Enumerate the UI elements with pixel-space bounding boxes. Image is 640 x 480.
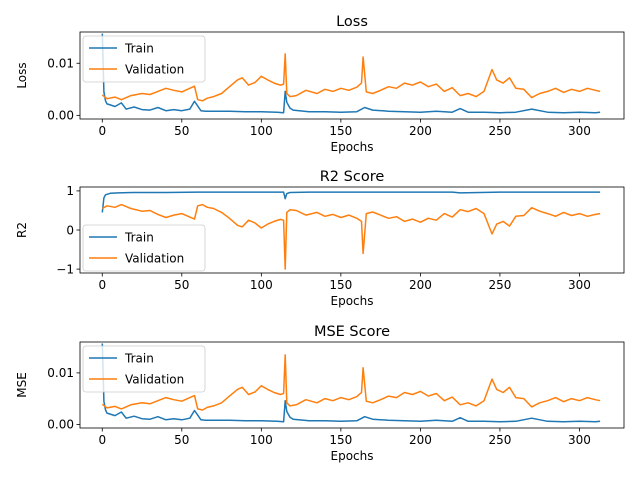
mse-score-title: MSE Score xyxy=(314,324,390,340)
mse-score-xtick-label: 150 xyxy=(329,433,352,447)
mse-score-xlabel: Epochs xyxy=(331,449,374,463)
r2-score-xtick-label: 200 xyxy=(409,278,432,292)
mse-score-train-line xyxy=(101,343,601,423)
loss-legend-validation-label: Validation xyxy=(125,62,184,76)
r2-score-train-line xyxy=(101,191,601,213)
loss-xtick-label: 250 xyxy=(488,124,511,138)
r2-score-ylabel: R2 xyxy=(15,222,29,238)
r2-score-xlabel: Epochs xyxy=(331,294,374,308)
r2-score-xtick-label: 300 xyxy=(568,278,591,292)
r2-score-validation-line xyxy=(101,203,601,270)
mse-score-xtick-label: 0 xyxy=(98,433,106,447)
loss-ylabel: Loss xyxy=(15,62,29,88)
r2-score-subplot: 0 50 100 150 200 250 300 −1 0 1 R2 Score Epochs R2 Tr… xyxy=(15,169,625,308)
loss-legend-train-label: Train xyxy=(124,41,154,55)
loss-validation-line xyxy=(101,53,601,102)
loss-train-line xyxy=(101,33,601,114)
loss-xlabel: Epochs xyxy=(331,140,374,154)
mse-score-subplot: 0 50 100 150 200 250 300 0.00 0.01 MSE Score Epoch… xyxy=(15,324,625,463)
mse-score-ylabel: MSE xyxy=(15,372,29,398)
r2-score-xtick-label: 50 xyxy=(174,278,189,292)
r2-score-xtick-label: 0 xyxy=(98,278,106,292)
mse-score-validation-line xyxy=(101,354,601,411)
r2-score-legend-validation-label: Validation xyxy=(125,251,184,265)
loss-title: Loss xyxy=(336,14,368,30)
mse-score-legend-validation-label: Validation xyxy=(125,372,184,386)
r2-score-xtick-label: 150 xyxy=(329,278,352,292)
mse-score-xtick-label: 100 xyxy=(250,433,273,447)
loss-ytick-label: 0.01 xyxy=(47,57,74,71)
loss-xtick-label: 150 xyxy=(329,124,352,138)
loss-xtick-label: 0 xyxy=(98,124,106,138)
mse-score-xtick-label: 300 xyxy=(568,433,591,447)
loss-xtick-label: 300 xyxy=(568,124,591,138)
loss-xtick-label: 50 xyxy=(174,124,189,138)
loss-ytick-label: 0.00 xyxy=(47,109,74,123)
mse-score-ytick-label: 0.01 xyxy=(47,366,74,380)
mse-score-xtick-label: 250 xyxy=(488,433,511,447)
r2-score-xtick-label: 100 xyxy=(250,278,273,292)
mse-score-xtick-label: 50 xyxy=(174,433,189,447)
mse-score-xtick-label: 200 xyxy=(409,433,432,447)
r2-score-xtick-label: 250 xyxy=(488,278,511,292)
r2-score-legend-train-label: Train xyxy=(124,230,154,244)
r2-score-legend: Train Validation xyxy=(82,224,206,272)
r2-score-title: R2 Score xyxy=(320,169,385,185)
mse-score-legend: Train Validation xyxy=(82,345,206,393)
loss-xtick-label: 200 xyxy=(409,124,432,138)
mse-score-ytick-label: 0.00 xyxy=(47,418,74,432)
loss-legend: Train Validation xyxy=(82,35,206,83)
loss-subplot: 0 50 100 150 200 250 300 0.00 0.01 Loss Epochs Loss… xyxy=(15,14,625,154)
r2-score-ytick-label: −1 xyxy=(56,262,74,276)
loss-xtick-label: 100 xyxy=(250,124,273,138)
r2-score-ytick-label: 1 xyxy=(66,184,74,198)
mse-score-axes-frame xyxy=(79,341,625,429)
r2-score-ytick-label: 0 xyxy=(66,223,74,237)
loss-axes-frame xyxy=(79,31,625,120)
mse-score-legend-train-label: Train xyxy=(124,351,154,365)
